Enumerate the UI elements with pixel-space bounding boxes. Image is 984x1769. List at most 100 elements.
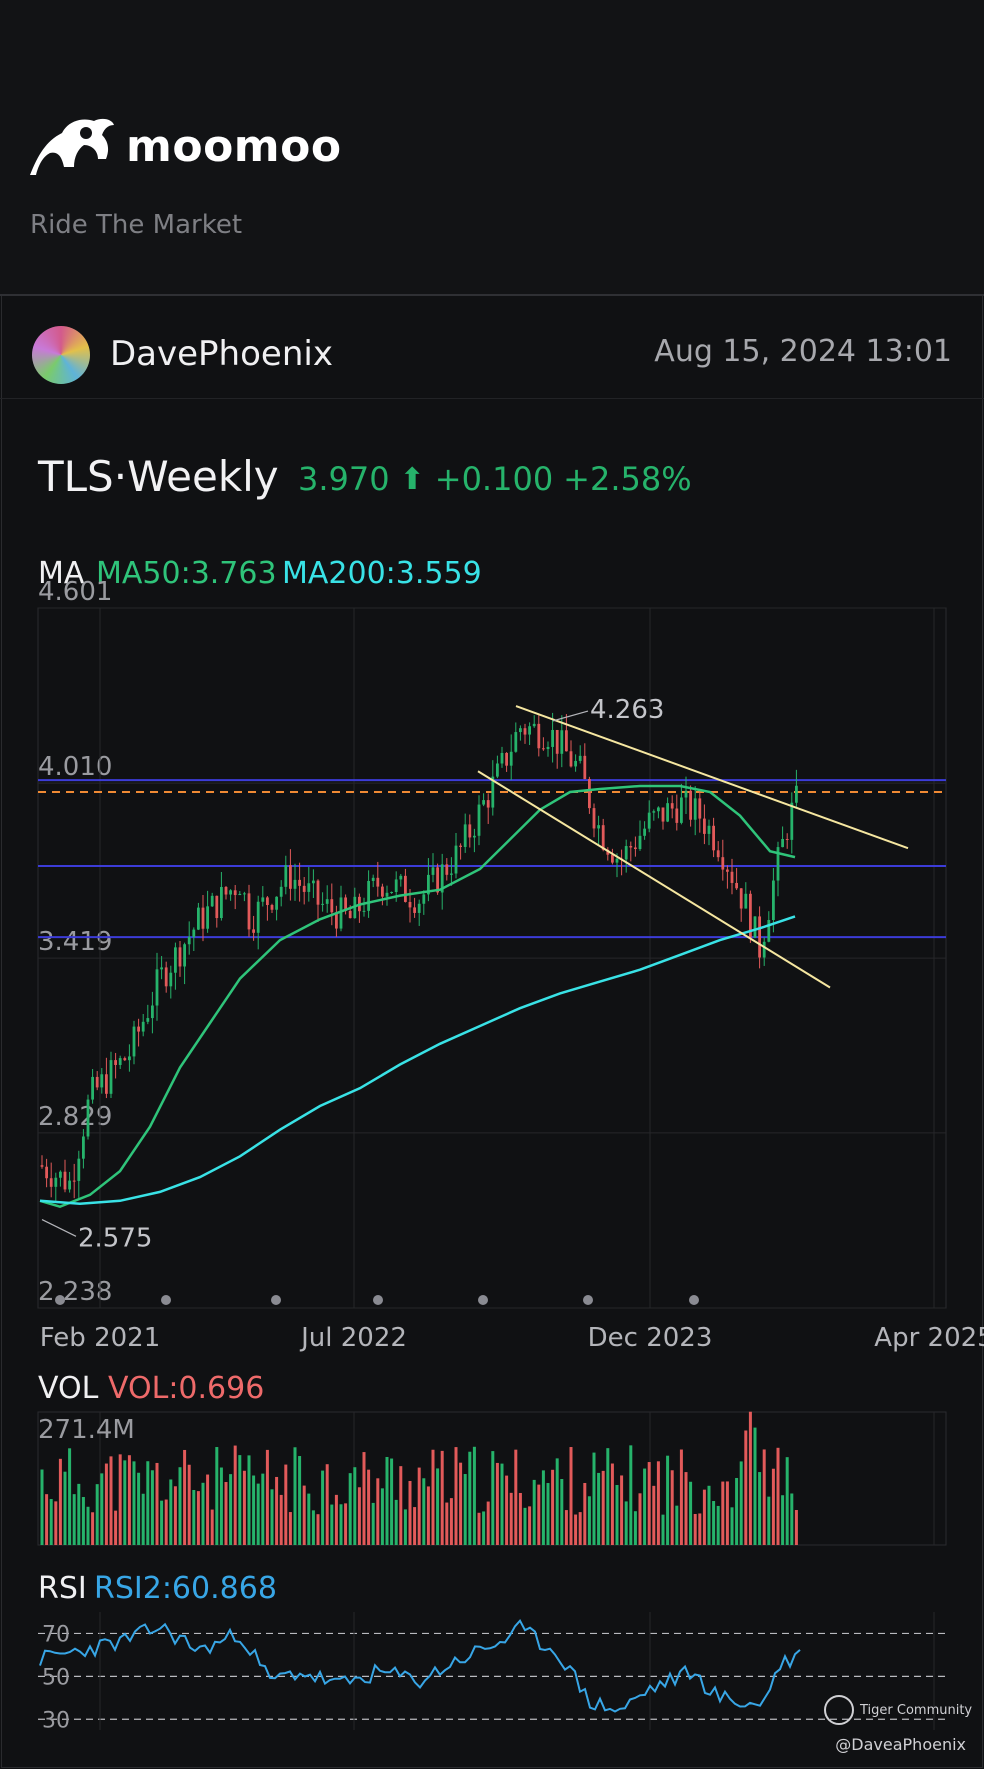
candle-body xyxy=(128,1056,131,1061)
volume-bar xyxy=(679,1449,683,1545)
vol-label: VOL xyxy=(38,1371,99,1406)
volume-bar xyxy=(49,1499,53,1545)
volume-bar xyxy=(606,1448,610,1545)
candle-body xyxy=(569,751,573,767)
candle-body xyxy=(252,929,255,933)
volume-bar xyxy=(325,1464,329,1545)
volume-bar xyxy=(265,1449,269,1545)
volume-bar xyxy=(564,1510,568,1545)
candle-body xyxy=(657,807,660,812)
volume-bars-group xyxy=(40,1411,798,1545)
candle-body xyxy=(776,847,780,881)
candle-body xyxy=(77,1158,81,1181)
candle-body xyxy=(100,1074,104,1088)
volume-bar xyxy=(426,1486,430,1545)
volume-bar xyxy=(63,1471,67,1545)
header-divider xyxy=(0,294,984,296)
candle-body xyxy=(781,838,784,848)
candle-body xyxy=(348,910,352,919)
watermark-handle: @DaveaPhoenix xyxy=(835,1735,966,1754)
candle-body xyxy=(413,907,416,913)
candle-body xyxy=(749,893,752,938)
candle-body xyxy=(132,1026,136,1057)
volume-bar xyxy=(339,1504,343,1545)
ma50-label: MA50:3.763 xyxy=(96,556,277,591)
candle-body xyxy=(675,808,679,823)
watermark-text: Tiger Community xyxy=(860,1702,973,1718)
volume-bar xyxy=(532,1479,536,1545)
candle-body xyxy=(652,811,656,813)
volume-bar xyxy=(238,1455,242,1545)
candle-body xyxy=(229,890,232,895)
candle-body xyxy=(284,865,288,887)
candle-body xyxy=(450,873,453,875)
candle-body xyxy=(666,803,669,822)
candle-body xyxy=(542,748,545,750)
candle-body xyxy=(601,825,605,850)
candle-body xyxy=(716,850,720,858)
candle-body xyxy=(183,944,186,967)
candle-body xyxy=(643,828,646,836)
volume-bar xyxy=(422,1478,426,1545)
volume-bar xyxy=(771,1468,775,1545)
candle-body xyxy=(684,790,688,798)
volume-bar xyxy=(468,1451,472,1545)
candle-body xyxy=(519,728,522,733)
volume-bar xyxy=(284,1464,288,1545)
volume-bar xyxy=(109,1456,113,1545)
candle-body xyxy=(486,800,490,808)
volume-bar xyxy=(390,1458,394,1545)
candle-body xyxy=(560,730,564,754)
volume-bar xyxy=(670,1470,674,1545)
candle-body xyxy=(762,941,766,958)
candle-body xyxy=(767,919,771,942)
candle-body xyxy=(192,929,196,937)
volume-bar xyxy=(592,1452,596,1545)
candle-body xyxy=(169,972,173,987)
candle-body xyxy=(390,892,393,894)
candle-body xyxy=(408,901,412,908)
volume-bar xyxy=(77,1483,81,1545)
candle-body xyxy=(565,730,568,752)
candle-body xyxy=(772,880,775,920)
volume-bar xyxy=(675,1505,679,1545)
volume-bar xyxy=(210,1509,214,1545)
volume-bar xyxy=(537,1484,541,1545)
candle-body xyxy=(68,1180,71,1190)
candle-body xyxy=(321,903,324,905)
candle-body xyxy=(785,838,789,840)
candle-body xyxy=(312,880,315,884)
candle-body xyxy=(611,854,614,863)
volume-bar xyxy=(716,1505,720,1545)
candle-body xyxy=(496,763,499,777)
app-header: moomoo Ride The Market xyxy=(0,0,984,294)
candle-body xyxy=(491,776,495,808)
candle-body xyxy=(638,835,642,850)
candle-body xyxy=(72,1180,76,1182)
avatar[interactable] xyxy=(32,326,90,384)
candle-body xyxy=(693,798,697,820)
vol-value: VOL:0.696 xyxy=(108,1371,265,1406)
volume-bar xyxy=(495,1462,499,1545)
volume-bar xyxy=(348,1473,352,1545)
candle-body xyxy=(588,778,591,809)
candle-body xyxy=(739,888,743,909)
rsi-line xyxy=(39,1618,801,1713)
candle-body xyxy=(661,807,665,822)
arrow-up-icon: ⬆ xyxy=(399,461,425,497)
volume-bar xyxy=(776,1447,780,1545)
moomoo-logo[interactable]: moomoo xyxy=(28,115,342,177)
volume-bar xyxy=(261,1473,265,1545)
volume-bar xyxy=(417,1467,421,1545)
price-tick-label: 4.010 xyxy=(38,752,112,782)
volume-bar xyxy=(187,1464,191,1545)
candle-body xyxy=(220,886,223,919)
volume-bar xyxy=(656,1461,660,1545)
volume-bar xyxy=(633,1511,637,1545)
username[interactable]: DavePhoenix xyxy=(110,334,333,374)
volume-bar xyxy=(353,1467,357,1545)
volume-bar xyxy=(344,1503,348,1545)
volume-bar xyxy=(137,1472,141,1545)
user-divider xyxy=(0,398,984,399)
